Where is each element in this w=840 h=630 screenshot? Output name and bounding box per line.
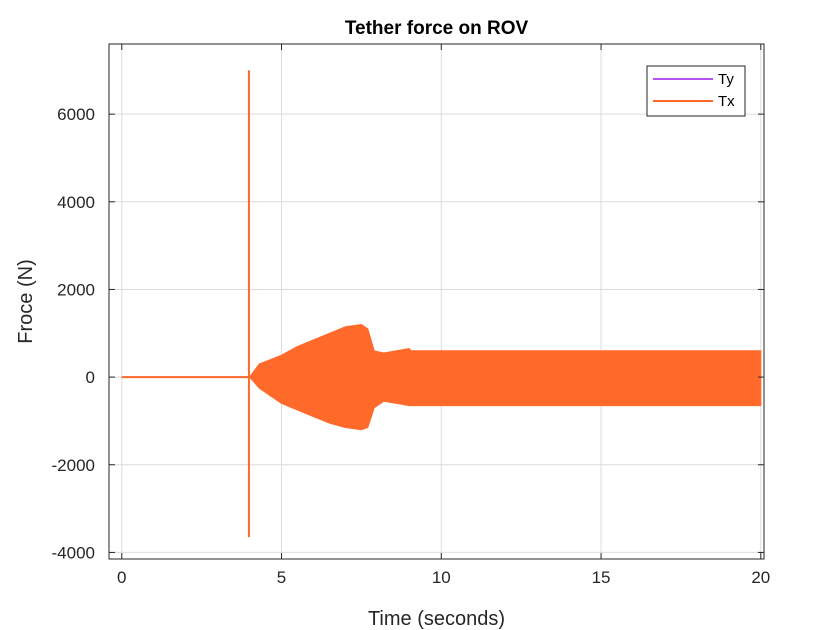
legend-label-ty: Ty (718, 71, 734, 88)
x-tick-label: 15 (592, 568, 611, 587)
x-tick-label: 20 (751, 568, 770, 587)
x-tick-label: 10 (432, 568, 451, 587)
x-tick-label: 5 (277, 568, 286, 587)
x-axis-label: Time (seconds) (368, 608, 505, 630)
series-tx-oscillation (248, 323, 762, 431)
y-axis-label: Froce (N) (15, 259, 37, 343)
chart-title: Tether force on ROV (345, 18, 529, 39)
legend-label-tx: Tx (718, 93, 735, 110)
y-tick-label: 6000 (57, 105, 95, 124)
x-tick-label: 0 (117, 568, 126, 587)
y-tick-label: 2000 (57, 280, 95, 299)
legend: Ty Tx (646, 65, 746, 117)
y-tick-label: 0 (86, 368, 95, 387)
y-tick-label: -4000 (52, 543, 95, 562)
plot-data (121, 70, 762, 538)
y-tick-label: -2000 (52, 456, 95, 475)
y-tick-label: 4000 (57, 193, 95, 212)
axes-box (108, 43, 765, 560)
ticks: 0 5 10 15 20 -4000 -2000 0 2000 4000 6000 (52, 44, 770, 587)
legend-box (646, 65, 746, 117)
